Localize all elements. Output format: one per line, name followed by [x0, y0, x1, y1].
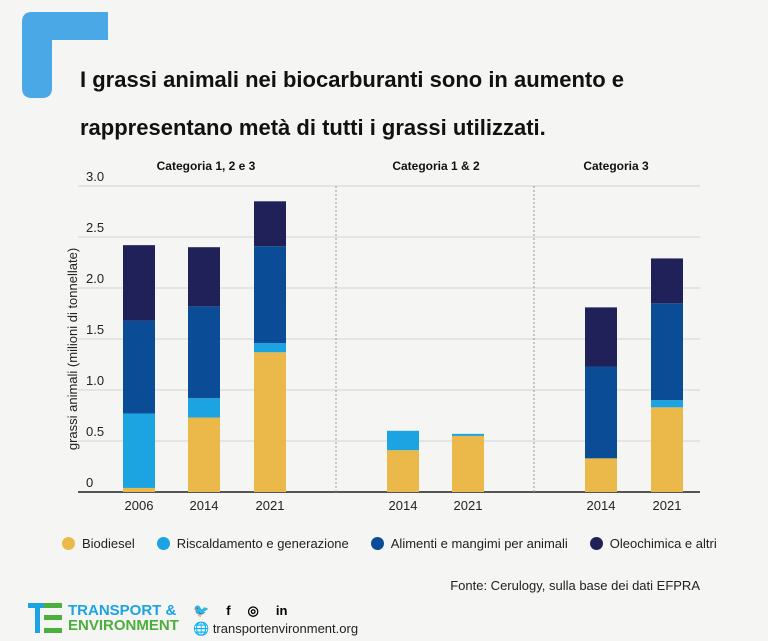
y-tick-label: 2.5 [86, 220, 104, 235]
logo-line1: TRANSPORT & [68, 602, 177, 619]
chart-title: I grassi animali nei biocarburanti sono … [80, 67, 625, 140]
legend: Biodiesel Riscaldamento e generazione Alim… [62, 536, 717, 551]
y-tick-label: 3.0 [86, 169, 104, 184]
bar-segment [387, 450, 419, 492]
source-note: Fonte: Cerulogy, sulla base dei dati EFP… [450, 578, 700, 593]
x-tick-label: 2006 [125, 498, 154, 513]
y-tick-label: 2.0 [86, 271, 104, 286]
legend-item: Biodiesel [62, 536, 135, 551]
legend-swatch [589, 537, 603, 550]
y-tick-label: 0 [86, 475, 93, 490]
bar-segment [254, 352, 286, 492]
bar-segment [452, 433, 484, 436]
panel-label: Categoria 3 [583, 159, 649, 173]
twitter-icon[interactable]: 🐦 [193, 603, 210, 618]
bar-segment [585, 458, 617, 492]
bar-segment [254, 343, 286, 353]
bar-segment [123, 413, 155, 488]
website-text: transportenvironment.org [212, 621, 359, 636]
legend-swatch [370, 537, 384, 550]
bar-segment [585, 366, 617, 459]
bar-segment [188, 398, 220, 418]
logo-line2: ENVIRONMENT [68, 617, 179, 634]
bar-segment [452, 435, 484, 492]
y-tick-label: 1.0 [86, 373, 104, 388]
bar-segment [651, 407, 683, 492]
bar-segment [254, 201, 286, 247]
globe-icon: 🌐 [193, 621, 210, 636]
x-tick-label: 2014 [587, 498, 616, 513]
te-logo-icon [28, 603, 62, 633]
bar-segment [387, 430, 419, 451]
x-tick-label: 2021 [653, 498, 682, 513]
website-link[interactable]: 🌐 transportenvironment.org [193, 621, 358, 637]
y-tick-label: 1.5 [86, 322, 104, 337]
te-logo: TRANSPORT & ENVIRONMENT [28, 603, 179, 633]
legend-label: Oleochimica e altri [609, 536, 717, 551]
x-tick-label: 2014 [190, 498, 219, 513]
bar-segment [254, 246, 286, 344]
bar-segment [188, 247, 220, 307]
bar-segment [585, 307, 617, 367]
bar-segment [188, 417, 220, 492]
bar-segment [188, 306, 220, 399]
y-axis-label: grassi animali (milioni di tonnellate) [65, 248, 80, 450]
legend-item: Alimenti e mangimi per animali [370, 536, 568, 551]
instagram-icon[interactable]: ◎ [247, 603, 259, 618]
legend-swatch [156, 537, 170, 550]
x-tick-label: 2021 [256, 498, 285, 513]
bar-segment [651, 400, 683, 408]
social-links: 🐦 f ◎ in [193, 603, 287, 619]
bar-segment [123, 245, 155, 321]
legend-label: Biodiesel [82, 536, 135, 551]
legend-item: Oleochimica e altri [589, 536, 717, 551]
legend-label: Alimenti e mangimi per animali [390, 536, 568, 551]
legend-item: Riscaldamento e generazione [156, 536, 349, 551]
corner-decoration [22, 12, 108, 98]
x-tick-label: 2021 [454, 498, 483, 513]
legend-swatch [62, 537, 75, 550]
linkedin-icon[interactable]: in [275, 603, 288, 618]
bar-segment [651, 258, 683, 304]
panel-label: Categoria 1, 2 e 3 [157, 159, 256, 173]
bar-segment [651, 303, 683, 401]
panel-label: Categoria 1 & 2 [392, 159, 480, 173]
facebook-icon[interactable]: f [226, 603, 231, 618]
y-tick-label: 0.5 [86, 424, 104, 439]
x-tick-label: 2014 [389, 498, 418, 513]
bar-segment [123, 487, 155, 492]
bar-segment [123, 320, 155, 414]
legend-label: Riscaldamento e generazione [176, 536, 349, 551]
